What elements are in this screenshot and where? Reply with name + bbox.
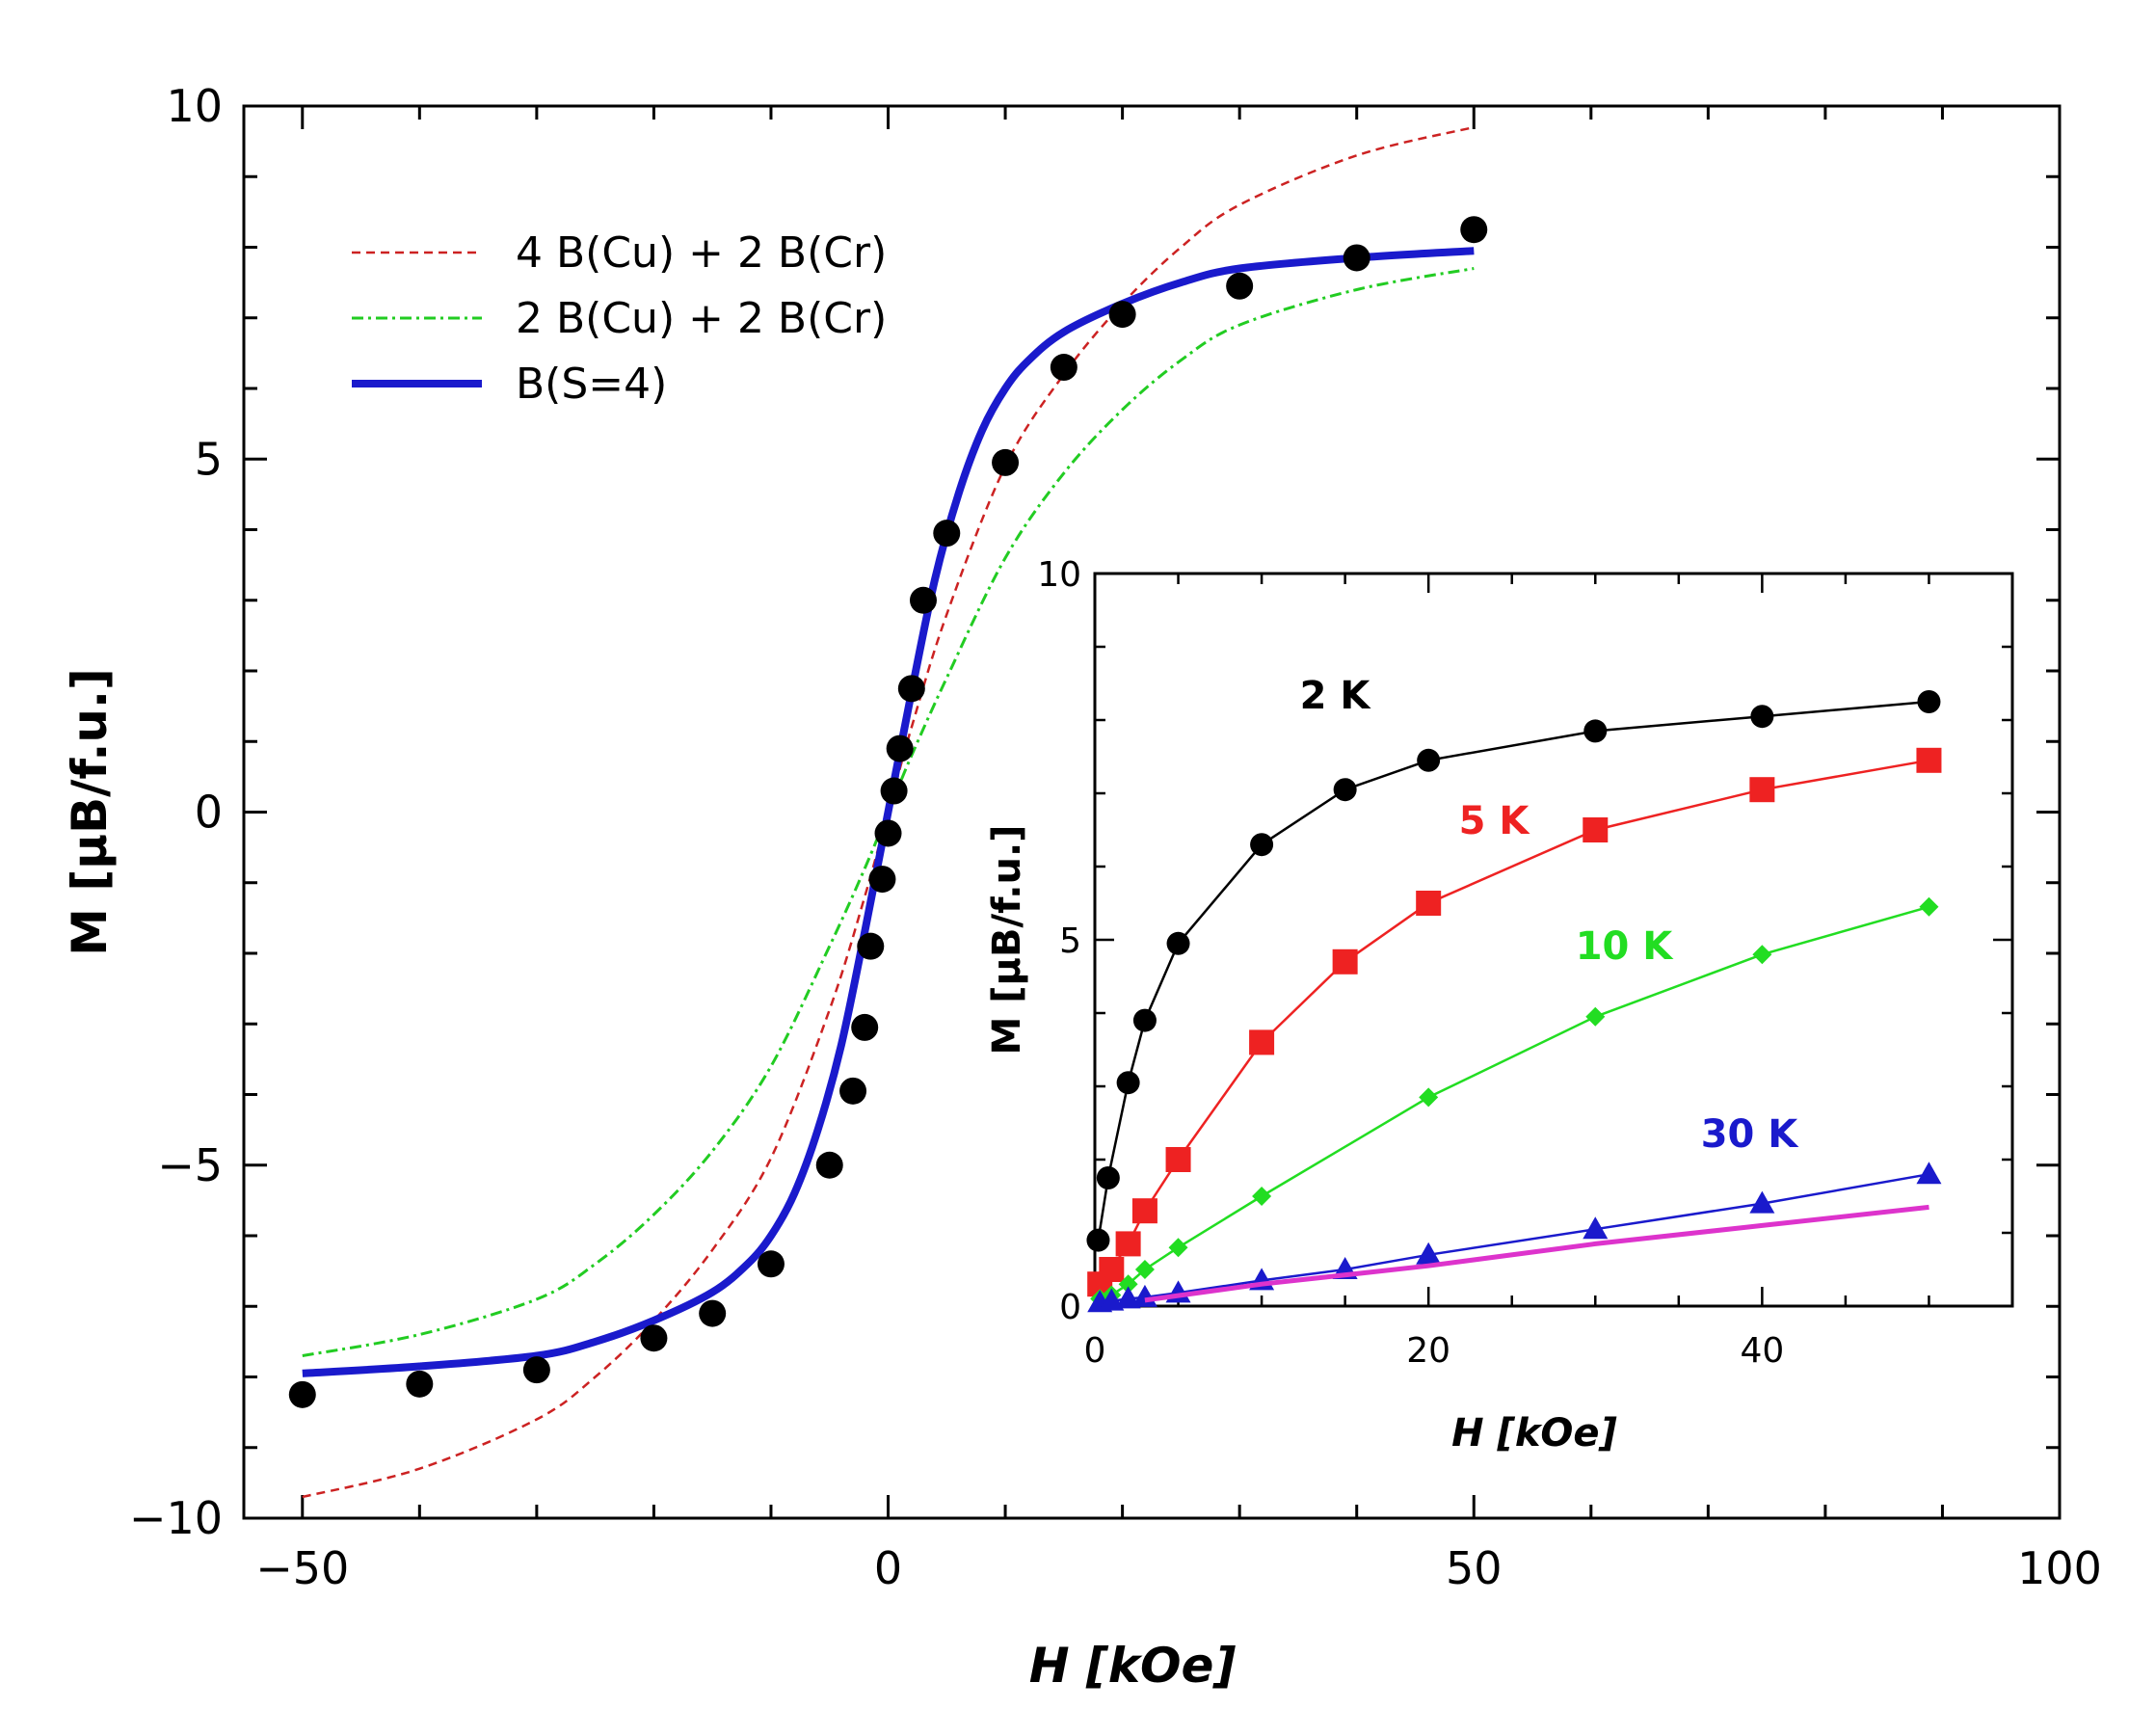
inset-series-label: 10 K — [1576, 924, 1675, 969]
inset-y-axis-title: M [μB/f.u.] — [985, 825, 1029, 1055]
main-data-point — [886, 734, 914, 762]
main-data-point — [1226, 272, 1254, 300]
inset-point — [1249, 1029, 1275, 1055]
inset-point — [1250, 833, 1274, 857]
inset-point — [1585, 1006, 1606, 1027]
main-data-point — [640, 1324, 668, 1352]
inset-point — [1132, 1008, 1157, 1032]
inset-y-tick-label: 10 — [1037, 555, 1081, 595]
inset-point — [1332, 948, 1358, 975]
main-data-point — [1460, 216, 1488, 244]
main-series-line-2 — [302, 247, 1475, 1377]
inset-x-tick-label: 20 — [1406, 1331, 1450, 1371]
inset-point — [1916, 1162, 1942, 1185]
inset-point — [1096, 1166, 1120, 1189]
y-axis-title: M [μB/f.u.] — [62, 668, 118, 956]
main-data-point — [522, 1356, 550, 1384]
inset-point — [1583, 1216, 1609, 1240]
inset-point — [1583, 719, 1608, 743]
x-tick-label: 0 — [874, 1542, 902, 1594]
inset-point — [1134, 1260, 1155, 1279]
inset-series-line-4 — [1144, 1204, 1929, 1303]
x-tick-label: −50 — [255, 1542, 349, 1594]
inset-point — [1916, 747, 1942, 773]
main-data-point — [288, 1380, 316, 1408]
inset-point — [1115, 1286, 1141, 1309]
main-data-point — [406, 1370, 434, 1398]
y-tick-label: −5 — [157, 1139, 223, 1191]
main-data-point — [874, 819, 902, 847]
inset-plot: 0 20 40 0 5 10 H [kOe] M [μB/f.u.] 2 K 5 K 10 K 30 … — [985, 555, 2014, 1456]
y-tick-label: −10 — [129, 1492, 223, 1544]
inset-point — [1752, 945, 1772, 965]
main-series-line-0 — [302, 125, 1475, 1499]
inset-point — [1416, 891, 1442, 916]
inset-series-line-2 — [1099, 905, 1929, 1300]
inset-x-tick-label: 40 — [1740, 1331, 1784, 1371]
legend-label: 4 B(Cu) + 2 B(Cr) — [516, 228, 887, 278]
inset-point — [1749, 777, 1775, 803]
inset-series-label: 2 K — [1300, 674, 1372, 718]
legend-label: B(S=4) — [516, 360, 667, 409]
x-tick-label: 50 — [1446, 1542, 1503, 1594]
inset-point — [1118, 1274, 1138, 1295]
main-data-point — [1343, 244, 1370, 272]
inset-y-tick-label: 0 — [1059, 1288, 1081, 1327]
inset-point — [1115, 1231, 1141, 1257]
main-data-point — [897, 675, 925, 703]
main-data-point — [839, 1077, 867, 1105]
inset-point — [1919, 896, 1939, 917]
y-tick-label: 0 — [195, 787, 223, 839]
inset-point — [1417, 748, 1441, 772]
main-data-point — [909, 586, 937, 614]
legend: 4 B(Cu) + 2 B(Cr) 2 B(Cu) + 2 B(Cr) B(S=4) — [352, 228, 887, 409]
inset-point — [1131, 1198, 1157, 1224]
inset-point — [1116, 1071, 1140, 1095]
main-data-point — [933, 520, 961, 548]
inset-point — [1749, 1190, 1775, 1214]
inset-point — [1168, 1238, 1188, 1258]
main-data-point — [851, 1013, 879, 1041]
main-data-point — [757, 1250, 785, 1278]
main-data-point — [880, 777, 908, 805]
inset-point — [1166, 931, 1190, 955]
inset-frame — [1093, 572, 2014, 1308]
inset-point — [1333, 778, 1357, 802]
inset-point — [1750, 705, 1774, 729]
main-data-point — [868, 866, 896, 894]
inset-x-axis-title: H [kOe] — [1451, 1411, 1617, 1456]
inset-point — [1165, 1147, 1191, 1172]
y-tick-label: 5 — [195, 433, 223, 485]
inset-x-tick-label: 0 — [1084, 1331, 1106, 1371]
main-data-point — [857, 932, 885, 960]
x-tick-label: 100 — [2017, 1542, 2102, 1594]
inset-point — [1419, 1087, 1439, 1108]
main-data-point — [992, 448, 1020, 476]
inset-y-tick-label: 5 — [1059, 921, 1081, 961]
inset-point — [1917, 690, 1941, 713]
main-data-point — [815, 1151, 843, 1179]
inset-point — [1086, 1228, 1110, 1252]
inset-point — [1252, 1187, 1272, 1206]
y-tick-label: 10 — [166, 80, 223, 132]
legend-label: 2 B(Cu) + 2 B(Cr) — [516, 294, 887, 343]
inset-series-label: 30 K — [1701, 1112, 1800, 1157]
x-axis-title: H [kOe] — [1029, 1638, 1237, 1694]
main-data-point — [699, 1299, 727, 1327]
main-data-point — [1050, 354, 1078, 382]
inset-point — [1416, 1242, 1442, 1265]
inset-point — [1099, 1257, 1125, 1282]
inset-series-label: 5 K — [1459, 799, 1531, 843]
main-data-point — [1108, 301, 1136, 329]
inset-point — [1583, 817, 1609, 842]
